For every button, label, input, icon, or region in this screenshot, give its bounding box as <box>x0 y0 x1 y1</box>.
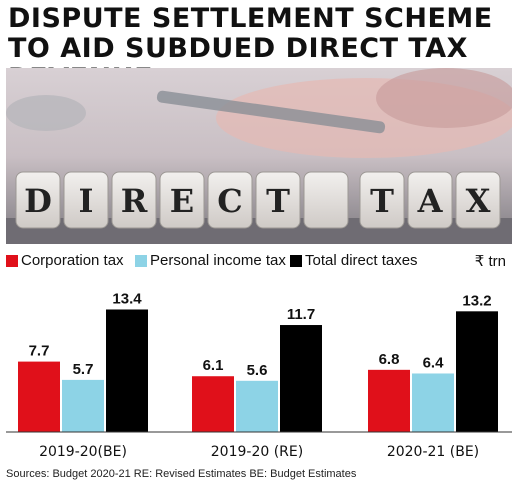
data-label: 5.7 <box>73 361 94 378</box>
legend-swatch-personal <box>135 254 147 267</box>
unit-label: ₹ trn <box>474 253 506 270</box>
letter-block-r: R <box>111 171 157 229</box>
letter-block-text: C <box>217 182 242 220</box>
letter-block-x: X <box>455 171 501 229</box>
letter-block-text: T <box>266 182 290 220</box>
letter-block-text: E <box>170 182 194 220</box>
letter-block-t: T <box>255 171 301 229</box>
source-note: Sources: Budget 2020-21 RE: Revised Esti… <box>6 468 357 480</box>
letter-block-c: C <box>207 171 253 229</box>
bar-personal-1 <box>236 380 278 432</box>
bar-corporation-1 <box>192 376 234 432</box>
legend-swatch-corporation <box>6 254 18 267</box>
data-label: 6.4 <box>423 354 445 371</box>
letter-block-text: I <box>79 182 94 220</box>
data-label: 5.6 <box>247 362 268 379</box>
legend-label-personal: Personal income tax <box>150 252 286 269</box>
data-label: 13.2 <box>462 292 491 309</box>
bar-personal-0 <box>62 379 104 432</box>
data-label: 7.7 <box>29 343 50 360</box>
letter-block-t: T <box>359 171 405 229</box>
legend-swatch-total <box>290 254 302 267</box>
page-title: DISPUTE SETTLEMENT SCHEME TO AID SUBDUED… <box>8 3 493 94</box>
bar-personal-2 <box>412 373 454 432</box>
legend-label-corporation: Corporation tax <box>21 252 124 269</box>
legend-label-total: Total direct taxes <box>305 252 418 269</box>
data-label: 13.4 <box>112 290 142 307</box>
letter-block-text: T <box>370 182 394 220</box>
legend-item-corporation: Corporation tax <box>6 252 124 269</box>
bar-total-1 <box>280 325 322 432</box>
category-label: 2019-20(BE) <box>39 444 127 460</box>
letter-block-text: D <box>24 182 52 220</box>
letter-block-blank <box>303 171 349 229</box>
chart-legend: Corporation tax Personal income tax Tota… <box>6 252 512 274</box>
data-label: 6.1 <box>203 357 224 374</box>
data-label: 6.8 <box>379 351 400 368</box>
category-label: 2019-20 (RE) <box>211 444 303 460</box>
data-label: 11.7 <box>287 306 315 323</box>
legend-item-personal: Personal income tax <box>135 252 286 269</box>
letter-block-text: R <box>121 182 148 220</box>
letter-block-text: X <box>466 182 491 220</box>
letter-block-d: D <box>15 171 61 229</box>
category-label: 2020-21 (BE) <box>387 444 479 460</box>
bar-corporation-2 <box>368 369 410 432</box>
bar-total-2 <box>456 311 498 432</box>
letter-block-text: A <box>417 182 444 220</box>
bar-corporation-0 <box>18 361 60 432</box>
letter-block-i: I <box>63 171 109 229</box>
bar-total-0 <box>106 309 148 432</box>
legend-item-total: Total direct taxes <box>290 252 418 269</box>
letter-block-e: E <box>159 171 205 229</box>
letter-block-a: A <box>407 171 453 229</box>
bar-chart: 7.7 5.7 13.4 2019-20(BE) 6.1 5.6 11.7 2019-20 (… <box>6 290 512 460</box>
